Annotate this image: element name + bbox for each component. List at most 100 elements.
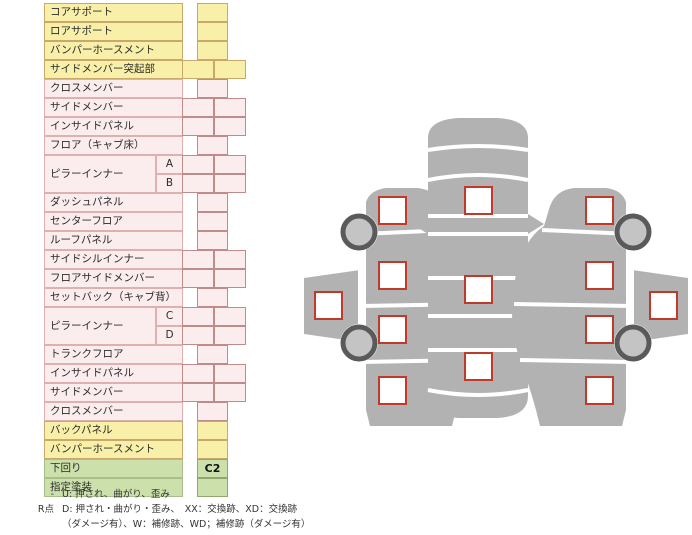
car-view-right-side	[512, 188, 688, 426]
panel-mark-cell-right	[214, 155, 246, 174]
panel-row-sub-letter: C	[156, 307, 183, 326]
panel-row-label: ピラーインナー	[44, 307, 156, 345]
inspect-box	[585, 315, 614, 344]
panel-mark-cell-center	[197, 345, 228, 364]
panel-mark-cell-left	[182, 117, 214, 136]
right-rear-wheel	[614, 324, 652, 362]
panel-mark-cell-center	[197, 41, 228, 60]
panel-mark-cell-right	[214, 326, 246, 345]
panel-mark-cell-center	[197, 193, 228, 212]
panel-mark-cell-left	[182, 307, 214, 326]
inspect-box	[314, 291, 343, 320]
legend-key-rten: R点	[37, 504, 54, 515]
right-side-inspect-boxes	[585, 196, 678, 405]
panel-mark-cell-center	[197, 79, 228, 98]
legend-text-u: U: 押され、曲がり、歪み	[62, 489, 170, 500]
panel-row-label: クロスメンバー	[44, 402, 183, 421]
car-view-top	[412, 118, 544, 418]
panel-mark-cell-center	[197, 3, 228, 22]
panel-mark-cell-left	[182, 98, 214, 117]
panel-row-label: ダッシュパネル	[44, 193, 183, 212]
right-side-body	[512, 188, 626, 426]
panel-mark-cell-left	[182, 383, 214, 402]
inspect-box	[585, 261, 614, 290]
panel-mark-cell-right	[214, 364, 246, 383]
panel-row-label: フロア（キャブ床）	[44, 136, 183, 155]
panel-mark-cell-right	[214, 383, 246, 402]
left-side-inspect-boxes	[314, 196, 407, 405]
inspect-box	[464, 186, 493, 215]
panel-row-label: バンパーホースメント	[44, 440, 183, 459]
legend: - U: 押され、曲がり、歪み R点 D: 押され・曲がり・歪み、 XX：交換跡…	[18, 488, 378, 532]
panel-mark-cell-center	[197, 136, 228, 155]
panel-mark-cell-center	[197, 478, 228, 497]
panel-mark-cell-right	[214, 307, 246, 326]
panel-mark-cell-right	[214, 269, 246, 288]
panel-row-label: 指定塗装	[44, 478, 183, 497]
right-front-wheel	[614, 213, 652, 251]
panel-row-sub-letter: A	[156, 155, 183, 174]
panel-inspection-table: コアサポート ロアサポート バンパーホースメント サイドメンバー突起部 クロスメンバーサ…	[0, 0, 270, 535]
panel-mark-cell-left	[182, 269, 214, 288]
inspect-box	[378, 376, 407, 405]
panel-row-label: セットバック（キャブ背）	[44, 288, 183, 307]
panel-mark-cell-center	[197, 231, 228, 250]
top-view-left-mirror	[412, 214, 428, 234]
inspect-box	[585, 376, 614, 405]
panel-mark-cell-left	[182, 364, 214, 383]
panel-row-label: サイドメンバー突起部	[44, 60, 183, 79]
panel-row-label: インサイドパネル	[44, 117, 183, 136]
panel-row-sub-letter: B	[156, 174, 183, 193]
panel-row-label: コアサポート	[44, 3, 183, 22]
inspect-box	[464, 275, 493, 304]
panel-row-label: サイドシルインナー	[44, 250, 183, 269]
inspect-box	[378, 196, 407, 225]
panel-mark-cell-center	[197, 421, 228, 440]
panel-mark-cell-center	[197, 402, 228, 421]
panel-mark-cell-center	[197, 440, 228, 459]
panel-mark-cell-center	[197, 288, 228, 307]
top-view-body	[428, 118, 528, 418]
panel-mark-cell-left	[182, 60, 214, 79]
panel-mark-cell-left	[182, 326, 214, 345]
panel-row-label: ロアサポート	[44, 22, 183, 41]
panel-row-label: クロスメンバー	[44, 79, 183, 98]
legend-text-d: D: 押され・曲がり・歪み、 XX：交換跡、XD：交換跡	[62, 504, 298, 515]
panel-mark-cell-center	[197, 212, 228, 231]
car-diagram	[300, 110, 692, 430]
panel-row-sub-letter: D	[156, 326, 183, 345]
inspect-box	[649, 291, 678, 320]
panel-mark-cell-right	[214, 60, 246, 79]
left-rear-wheel	[340, 324, 378, 362]
panel-row-label: フロアサイドメンバー	[44, 269, 183, 288]
inspect-box	[378, 315, 407, 344]
panel-row-label: バンパーホースメント	[44, 41, 183, 60]
panel-row-label: インサイドパネル	[44, 364, 183, 383]
inspect-box	[585, 196, 614, 225]
top-view-dividers	[427, 144, 529, 397]
panel-row-label: ピラーインナー	[44, 155, 156, 193]
panel-mark-cell-right	[214, 117, 246, 136]
panel-mark-cell-right	[214, 98, 246, 117]
panel-mark-cell-left	[182, 174, 214, 193]
panel-mark-cell-center	[197, 22, 228, 41]
panel-row-label: ルーフパネル	[44, 231, 183, 250]
top-view-right-mirror	[528, 214, 544, 234]
panel-row-label: バックパネル	[44, 421, 183, 440]
legend-text-continued: （ダメージ有）、W：補修跡、WD；補修跡（ダメージ有）	[62, 519, 311, 530]
legend-key-dash: -	[50, 489, 54, 500]
panel-mark-cell-right	[214, 174, 246, 193]
panel-row-label: サイドメンバー	[44, 98, 183, 117]
legend-row-u: - U: 押され、曲がり、歪み	[18, 488, 378, 502]
panel-mark-cell-right	[214, 250, 246, 269]
panel-mark-cell-left	[182, 155, 214, 174]
top-view-inspect-boxes	[464, 186, 493, 381]
panel-row-label: センターフロア	[44, 212, 183, 231]
inspect-box	[378, 261, 407, 290]
panel-mark-cell-left	[182, 250, 214, 269]
inspect-box	[464, 352, 493, 381]
legend-row-r: R点 D: 押され・曲がり・歪み、 XX：交換跡、XD：交換跡	[18, 503, 378, 517]
panel-row-label: サイドメンバー	[44, 383, 183, 402]
panel-row-label: トランクフロア	[44, 345, 183, 364]
left-front-wheel	[340, 213, 378, 251]
